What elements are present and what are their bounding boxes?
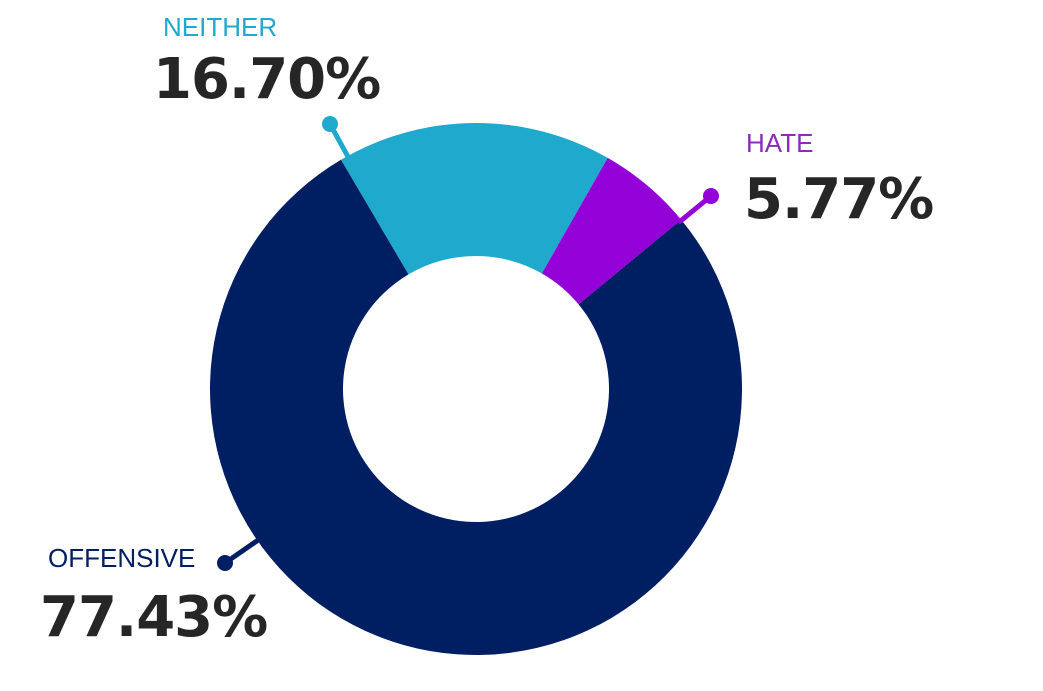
donut-slices bbox=[209, 122, 743, 655]
neither-category-label: NEITHER bbox=[163, 12, 277, 42]
neither-leader-dot bbox=[322, 116, 338, 132]
hate-percent-label: 5.77% bbox=[744, 167, 933, 232]
offensive-percent-label: 77.43% bbox=[40, 585, 267, 650]
hate-slice bbox=[541, 157, 682, 305]
hate-category-label: HATE bbox=[746, 128, 813, 158]
neither-slice bbox=[340, 122, 608, 275]
neither-percent-label: 16.70% bbox=[153, 47, 380, 112]
offensive-category-label: OFFENSIVE bbox=[48, 543, 195, 573]
leader-lines bbox=[217, 116, 719, 571]
hate-leader-dot bbox=[703, 188, 719, 204]
offensive-slice bbox=[209, 159, 743, 655]
offensive-leader-dot bbox=[217, 555, 233, 571]
